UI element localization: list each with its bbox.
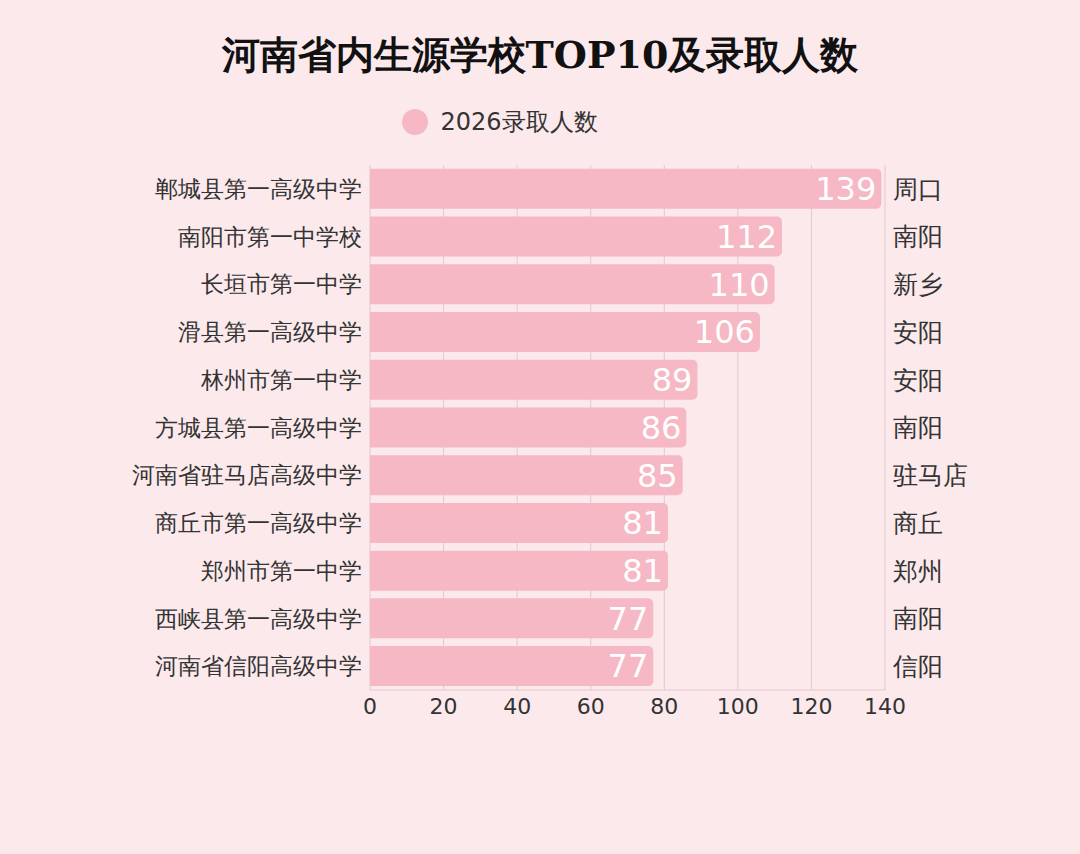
svg-text:新乡: 新乡	[893, 270, 943, 299]
svg-text:81: 81	[622, 504, 663, 542]
svg-text:安阳: 安阳	[893, 318, 943, 347]
svg-text:110: 110	[709, 266, 770, 304]
svg-text:郑州: 郑州	[893, 557, 943, 586]
svg-text:80: 80	[650, 694, 678, 719]
svg-text:林州市第一中学: 林州市第一中学	[200, 367, 362, 393]
svg-text:60: 60	[577, 694, 605, 719]
svg-text:南阳市第一中学校: 南阳市第一中学校	[178, 224, 362, 250]
svg-text:89: 89	[652, 361, 693, 399]
svg-text:方城县第一高级中学: 方城县第一高级中学	[155, 415, 362, 441]
svg-text:商丘: 商丘	[893, 509, 943, 538]
svg-text:77: 77	[608, 647, 649, 685]
svg-text:40: 40	[503, 694, 531, 719]
svg-text:南阳: 南阳	[893, 222, 943, 251]
svg-text:77: 77	[608, 600, 649, 638]
svg-text:郸城县第一高级中学: 郸城县第一高级中学	[155, 176, 362, 202]
svg-text:112: 112	[716, 218, 777, 256]
svg-text:86: 86	[641, 409, 682, 447]
html-text:2026录取人数: 2026录取人数	[440, 108, 598, 136]
svg-text:南阳: 南阳	[893, 413, 943, 442]
svg-text:0: 0	[363, 694, 377, 719]
svg-text:106: 106	[694, 313, 755, 351]
svg-text:20: 20	[430, 694, 458, 719]
svg-text:河南省信阳高级中学: 河南省信阳高级中学	[155, 653, 362, 679]
svg-text:河南省驻马店高级中学: 河南省驻马店高级中学	[132, 462, 362, 488]
svg-text:100: 100	[717, 694, 759, 719]
svg-text:滑县第一高级中学: 滑县第一高级中学	[178, 319, 362, 345]
svg-text:郑州市第一中学: 郑州市第一中学	[201, 558, 362, 584]
svg-text:安阳: 安阳	[893, 366, 943, 395]
svg-text:驻马店: 驻马店	[893, 461, 968, 490]
svg-text:信阳: 信阳	[893, 652, 943, 681]
svg-text:81: 81	[622, 552, 663, 590]
svg-text:85: 85	[637, 457, 678, 495]
svg-text:周口: 周口	[893, 175, 943, 204]
svg-text:139: 139	[815, 170, 876, 208]
svg-text:西峡县第一高级中学: 西峡县第一高级中学	[155, 606, 362, 632]
svg-text:商丘市第一高级中学: 商丘市第一高级中学	[155, 510, 362, 536]
svg-text:长垣市第一中学: 长垣市第一中学	[201, 271, 362, 297]
svg-text:120: 120	[790, 694, 832, 719]
svg-text:140: 140	[864, 694, 906, 719]
html-text:河南省内生源学校TOP10及录取人数: 河南省内生源学校TOP10及录取人数	[221, 32, 859, 77]
svg-text:南阳: 南阳	[893, 604, 943, 633]
